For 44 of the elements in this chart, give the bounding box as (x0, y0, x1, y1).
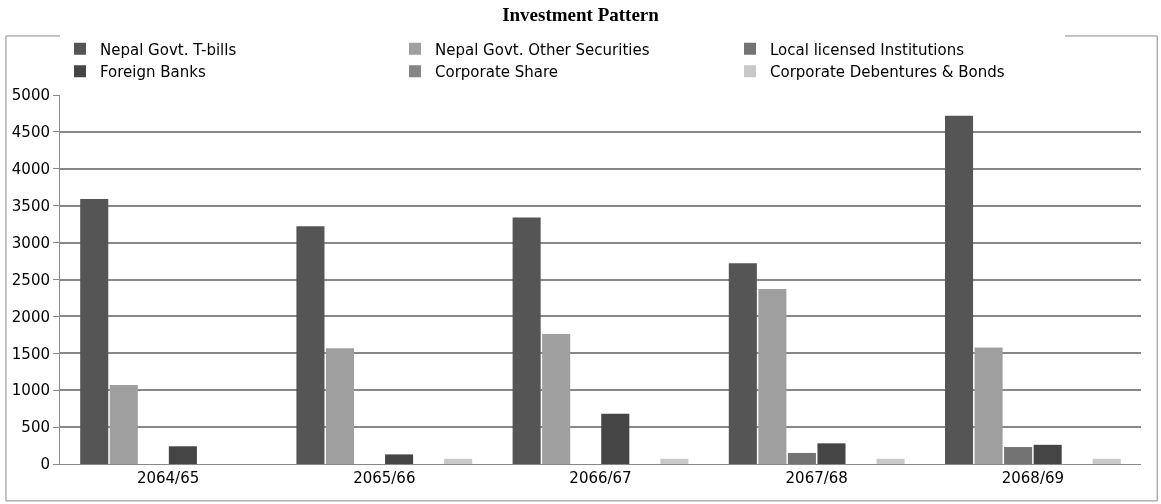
bar (787, 452, 816, 464)
legend-label: Nepal Govt. Other Securities (435, 40, 650, 59)
legend-label: Nepal Govt. T-bills (100, 40, 237, 59)
bar (109, 385, 138, 464)
bar (1092, 458, 1121, 464)
y-tick-label: 500 (21, 418, 50, 437)
y-tick-label: 3000 (11, 233, 50, 252)
y-tick-label: 3500 (11, 196, 50, 215)
y-tick-label: 2000 (11, 307, 50, 326)
legend-label: Local licensed Institutions (770, 40, 965, 59)
x-tick-label: 2068/69 (1001, 469, 1065, 487)
chart-title: Investment Pattern (502, 3, 660, 25)
legend-label: Corporate Share (435, 63, 559, 82)
bar (945, 115, 974, 464)
bar (385, 454, 414, 464)
bar (325, 348, 355, 464)
x-tick-label: 2066/67 (569, 469, 632, 487)
y-tick-label: 0 (40, 455, 50, 474)
y-tick-label: 1000 (11, 381, 50, 400)
bar (817, 443, 846, 464)
y-tick-label: 5000 (11, 86, 50, 105)
bar (660, 458, 689, 464)
bar (542, 334, 571, 464)
bar (168, 446, 197, 464)
bar (444, 458, 473, 464)
bar (80, 199, 109, 464)
y-tick-label: 4000 (11, 160, 50, 179)
bar (758, 289, 787, 464)
x-tick-label: 2065/66 (353, 469, 416, 487)
x-tick-label: 2064/65 (136, 469, 200, 487)
y-tick-label: 1500 (11, 344, 50, 363)
y-tick-label: 2500 (11, 270, 50, 289)
bar (601, 413, 630, 464)
y-tick-label: 4500 (11, 123, 50, 142)
bar (1004, 447, 1033, 464)
legend-label: Foreign Banks (100, 63, 206, 82)
bar (512, 217, 541, 464)
x-tick-label: 2067/68 (785, 469, 848, 487)
legend-label: Corporate Debentures & Bonds (770, 63, 1005, 82)
bar (296, 226, 325, 464)
bar (728, 263, 757, 464)
bar (1033, 444, 1062, 464)
bar (974, 347, 1003, 464)
bar (876, 458, 905, 464)
